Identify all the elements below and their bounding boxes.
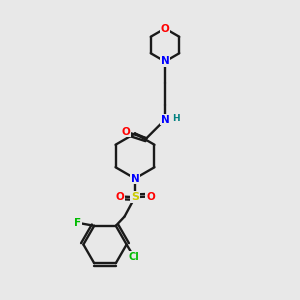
Text: F: F [74, 218, 81, 228]
Text: O: O [115, 191, 124, 202]
Text: N: N [130, 173, 140, 184]
Text: O: O [122, 127, 130, 137]
Text: N: N [160, 56, 169, 67]
Text: N: N [160, 115, 169, 125]
Text: O: O [160, 23, 169, 34]
Text: H: H [172, 114, 180, 123]
Text: S: S [131, 192, 139, 202]
Text: O: O [146, 191, 155, 202]
Text: Cl: Cl [129, 252, 140, 262]
